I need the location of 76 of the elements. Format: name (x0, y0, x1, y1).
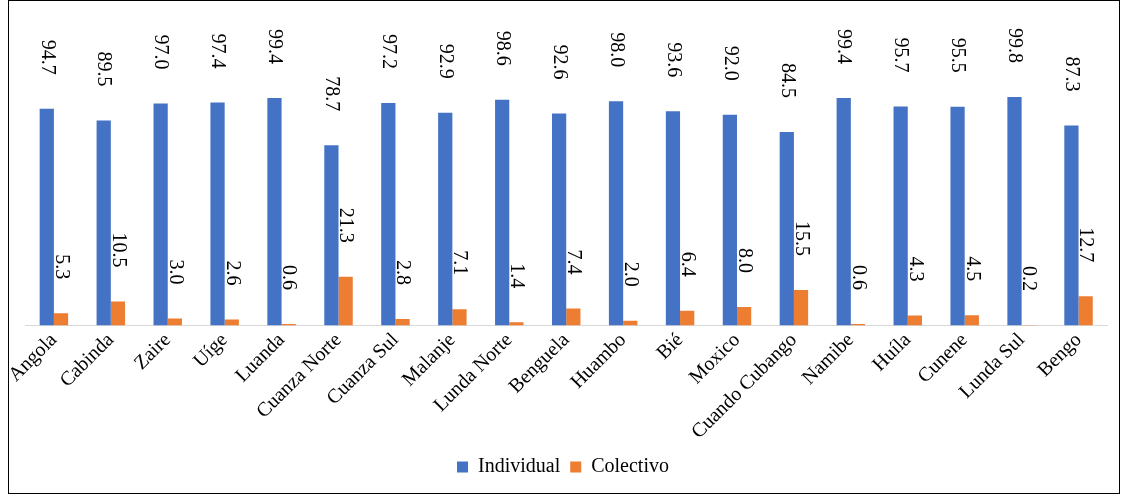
data-label: 1.4 (507, 263, 530, 289)
data-label: 93.6 (663, 42, 686, 78)
bar (1007, 97, 1022, 326)
data-label: 99.4 (834, 28, 857, 64)
bar (836, 97, 851, 326)
data-label: 2.8 (393, 260, 416, 286)
data-label: 78.7 (322, 76, 345, 112)
data-label: 2.0 (621, 261, 644, 287)
data-label: 94.7 (37, 39, 60, 75)
bar (395, 319, 410, 326)
bar (509, 322, 524, 326)
data-label: 97.4 (208, 33, 231, 69)
bar (779, 132, 794, 326)
data-label: 0.6 (848, 265, 871, 291)
data-label: 3.0 (165, 259, 188, 285)
data-label: 10.5 (108, 232, 131, 268)
data-label: 92.6 (549, 44, 572, 80)
bar (1064, 125, 1079, 326)
bar (665, 111, 681, 326)
bar (964, 315, 979, 326)
data-label: 97.2 (379, 33, 402, 69)
data-label: 4.3 (905, 256, 928, 282)
data-label: 0.6 (279, 265, 302, 291)
bar (210, 102, 225, 326)
bar (267, 97, 282, 326)
x-tick-label: Bié (651, 327, 687, 364)
data-label: 4.5 (962, 256, 985, 282)
data-label: 99.8 (1005, 28, 1028, 64)
data-label: 89.5 (94, 51, 117, 87)
bar (893, 106, 908, 326)
data-label: 98.0 (606, 32, 629, 68)
legend-label: Individual (478, 454, 561, 477)
bar (566, 308, 581, 326)
data-label: 8.0 (734, 248, 757, 274)
bar (680, 310, 695, 326)
bar (110, 301, 126, 326)
data-label: 87.3 (1062, 56, 1085, 92)
data-label: 7.4 (564, 249, 587, 275)
data-label: 95.5 (948, 37, 971, 73)
data-label: 12.7 (1076, 227, 1099, 263)
data-label: 7.1 (450, 250, 473, 276)
data-label: 92.0 (720, 45, 743, 81)
bar (950, 106, 965, 326)
bar (338, 276, 353, 326)
bar (907, 315, 922, 326)
bar (722, 114, 737, 326)
data-label: 95.7 (891, 37, 914, 73)
data-label: 0.2 (1019, 265, 1042, 291)
data-label: 84.5 (777, 63, 800, 99)
data-label: 98.6 (492, 30, 515, 66)
bar (793, 289, 809, 326)
data-label: 5.3 (51, 254, 74, 280)
bar (39, 108, 54, 326)
legend-label: Colectivo (591, 454, 669, 477)
bar (438, 112, 453, 326)
data-label: 99.4 (265, 28, 288, 64)
data-label: 92.9 (436, 43, 458, 79)
data-label: 97.0 (151, 34, 174, 70)
x-tick-label: Uíge (188, 327, 232, 372)
data-label: 2.6 (222, 260, 245, 286)
bar (53, 313, 69, 326)
data-label: 6.4 (677, 251, 700, 277)
bar (224, 319, 239, 326)
bar (96, 120, 111, 326)
x-tick-label: Zaire (128, 327, 175, 374)
data-label: 15.5 (791, 220, 814, 256)
bar (324, 145, 339, 326)
bar (1078, 296, 1093, 326)
data-label: 21.3 (336, 207, 359, 243)
bar (551, 113, 567, 326)
bar (153, 103, 168, 326)
bar (608, 101, 624, 326)
bar (495, 99, 510, 326)
bar (381, 102, 396, 326)
bar (452, 309, 467, 326)
bar (736, 307, 752, 326)
